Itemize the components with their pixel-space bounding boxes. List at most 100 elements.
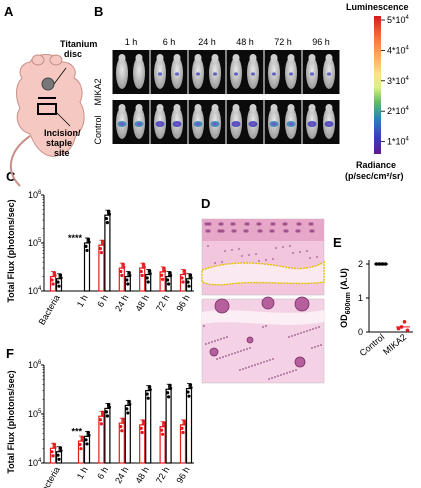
data-point [50,278,54,282]
timepoint-label: 24 h [198,37,216,47]
data-point [146,396,150,400]
luminescence-signal [158,72,162,76]
timepoint-label: 1 h [125,37,138,47]
row-label-control: Control [93,115,103,144]
data-point [140,273,144,278]
data-point [180,276,184,280]
radiance-units: (p/sec/cm²/sr) [345,171,404,181]
data-point [122,420,126,424]
scale-tick-label: 3*104 [387,76,410,86]
bar [104,214,111,292]
data-point [101,242,105,246]
data-point [127,399,131,404]
data-point [52,442,57,446]
row-label-mika2: MIKA2 [93,78,103,105]
mouse-cartoon [10,54,85,187]
data-point [142,419,146,423]
data-point [148,387,152,392]
y-axis-label: Total Flux (photons/sec) [6,370,16,473]
data-point [125,278,129,282]
data-point [98,418,102,422]
timepoint-label: 6 h [163,37,176,47]
luminescence-signal [272,72,276,76]
incision-site-icon [37,103,57,115]
data-point [84,244,88,248]
data-point [84,438,88,442]
luminescence-color-scale [374,16,381,154]
data-point [169,386,173,390]
data-point [182,419,187,423]
y-tick-label: 105 [28,238,42,248]
data-point [160,428,164,432]
data-point [98,246,102,251]
panel-label-e: E [333,235,342,250]
y-tick-label: 2 [358,259,363,269]
data-point [51,454,55,458]
timepoint-label: 72 h [274,37,292,47]
data-point [87,433,91,437]
data-point [79,447,83,451]
panel-label-a: A [4,4,14,19]
data-point [167,282,171,286]
x-tick-label: Bacteria [37,465,62,488]
data-point [59,276,63,280]
data-point [139,426,143,430]
scale-tick-label: 2*104 [387,106,410,116]
bar [179,424,187,464]
luminescence-signal [196,72,200,76]
data-point [181,280,185,284]
data-point [189,276,193,280]
luminescence-signal [289,72,293,76]
y-tick-label: 104 [28,286,42,296]
bar [55,451,63,464]
data-point [99,422,103,426]
x-tick-label: 96 h [174,465,191,485]
data-point [167,395,171,399]
x-tick-label: 96 h [174,293,191,313]
data-point [78,442,82,447]
data-point [104,410,108,414]
bar [185,387,193,464]
data-point [187,284,191,288]
luminescence-signal [175,72,179,76]
data-point [57,457,61,461]
data-point [53,445,57,449]
data-point [160,273,164,277]
data-point [148,269,152,273]
data-point [80,435,85,439]
data-point [127,271,131,275]
data-point [87,240,91,244]
data-point [187,394,191,398]
data-point [107,405,111,409]
data-point [51,282,55,286]
bar [165,388,172,464]
data-point [142,262,146,266]
x-tick-label: 1 h [75,465,90,481]
luminescence-signal [251,72,255,76]
data-point [169,273,173,278]
data-point [161,277,165,281]
data-point [101,410,105,414]
x-tick-label: 1 h [75,293,90,309]
data-point [53,273,57,278]
panel-label-c: C [6,169,16,184]
panel-label-f: F [6,346,14,361]
chart-c: 104 105 106 Total Flux (photons/sec) Bacteri… [6,190,194,327]
data-point [59,449,63,453]
data-point [405,328,410,333]
radiance-label: Radiance [356,160,396,170]
data-point [181,430,185,435]
data-point [186,280,190,284]
data-point [122,265,126,269]
data-point [86,430,91,435]
bar [145,390,152,464]
panel-label-d: D [201,196,210,211]
data-point [105,221,109,225]
data-point [162,266,166,270]
x-tick-label: MIKA2 [381,332,408,357]
data-point [186,390,190,394]
y-axis-label: OD600nm (A.U) [339,268,352,328]
data-point [58,273,63,277]
significance-marker: *** [71,426,82,436]
